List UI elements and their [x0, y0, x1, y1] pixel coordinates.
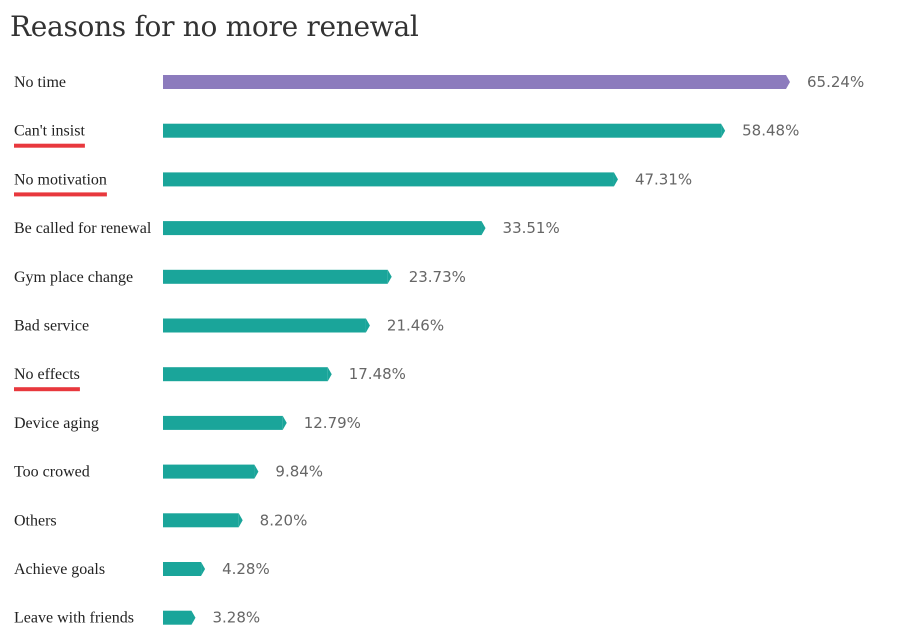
category-label: Bad service [14, 318, 89, 335]
value-label: 21.46% [387, 317, 444, 335]
bar-body [163, 269, 388, 284]
category-label: Can't insist [14, 123, 85, 140]
bar-tip [721, 123, 726, 138]
bar-body [163, 610, 192, 625]
bar-tip [254, 464, 259, 479]
bar [163, 123, 726, 138]
bar [163, 367, 332, 382]
category-label: Leave with friends [14, 610, 134, 627]
bar [163, 269, 392, 284]
bar-body [163, 513, 239, 528]
bar [163, 318, 370, 333]
bar-tip [481, 221, 486, 236]
category-label: Gym place change [14, 269, 133, 286]
value-label: 17.48% [349, 365, 406, 383]
bar-body [163, 221, 482, 236]
bar [163, 610, 196, 625]
highlight-underline [14, 192, 107, 197]
bar-tip [201, 562, 206, 576]
category-label: Too crowed [14, 464, 90, 481]
value-label: 33.51% [503, 219, 560, 237]
highlight-underline [14, 387, 80, 392]
bar [163, 415, 287, 430]
bar [163, 513, 243, 528]
value-label: 12.79% [304, 414, 361, 432]
category-label: Device aging [14, 415, 99, 432]
bar-body [163, 123, 722, 138]
chart-title: Reasons for no more renewal [10, 10, 419, 43]
category-label: No motivation [14, 171, 107, 188]
value-label: 23.73% [409, 268, 466, 286]
bar-tip [327, 367, 332, 382]
value-label: 3.28% [212, 609, 260, 627]
category-label: Others [14, 512, 57, 529]
bar [163, 172, 618, 187]
bar [163, 464, 259, 479]
category-label: Achieve goals [14, 561, 105, 578]
bar-tip [786, 75, 790, 89]
bar-body [163, 172, 614, 187]
bar-body [163, 75, 786, 89]
category-label: No effects [14, 366, 80, 383]
category-label: No time [14, 74, 66, 91]
value-label: 65.24% [807, 73, 864, 91]
highlight-underline [14, 143, 85, 148]
bar-body [163, 562, 202, 576]
bar [163, 75, 790, 89]
bar-body [163, 415, 283, 430]
value-label: 9.84% [275, 463, 323, 481]
bar-tip [238, 513, 243, 528]
bar-tip [191, 610, 196, 625]
bar [163, 562, 206, 576]
bar-body [163, 367, 328, 382]
value-label: 8.20% [260, 511, 308, 529]
bar-tip [387, 269, 392, 284]
bar-body [163, 318, 366, 333]
value-label: 47.31% [635, 170, 692, 188]
category-label: Be called for renewal [14, 220, 152, 237]
bar-tip [282, 415, 287, 430]
bar-tip [365, 318, 370, 333]
bar-tip [613, 172, 618, 187]
bar-body [163, 464, 255, 479]
bar [163, 221, 486, 236]
value-label: 4.28% [222, 560, 270, 578]
value-label: 58.48% [742, 122, 799, 140]
